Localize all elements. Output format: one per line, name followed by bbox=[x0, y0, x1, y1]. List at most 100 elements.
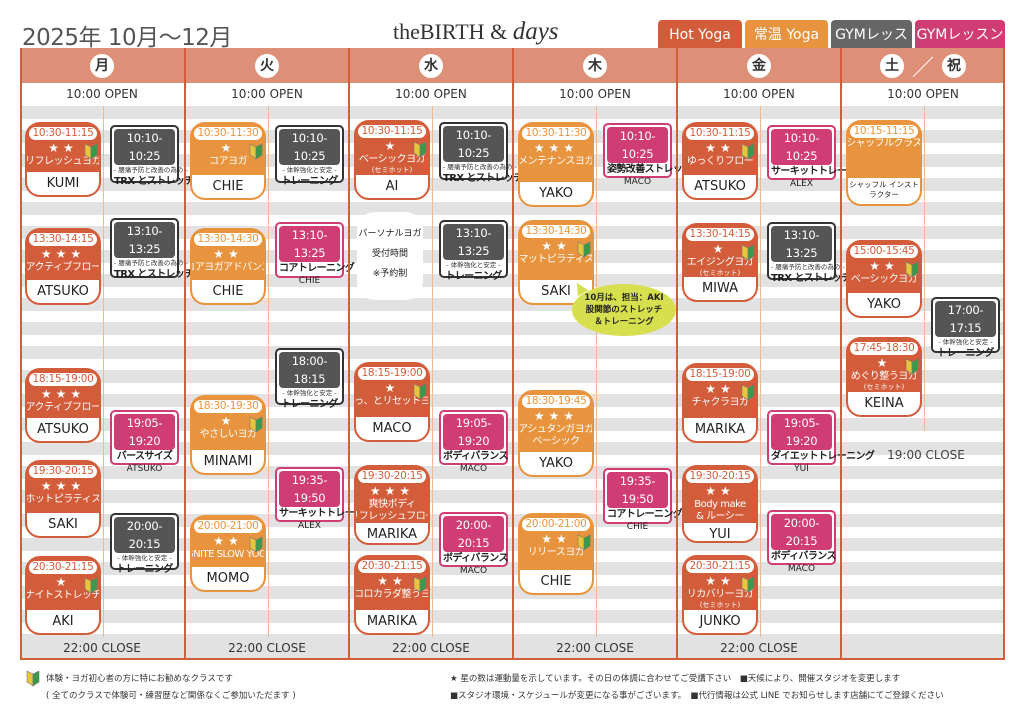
instructor-name: YAKO bbox=[848, 293, 920, 316]
personal-line: ※予約制 bbox=[372, 269, 408, 279]
class-name: コアヨガ bbox=[209, 156, 248, 167]
class-card[interactable]: 10:30-11:15 ★★ リフレッシュヨガ KUMI bbox=[25, 122, 101, 197]
class-name: ナイトストレッチ bbox=[25, 590, 101, 601]
instructor-name: ATSUKO bbox=[27, 418, 99, 441]
class-card[interactable]: 20:30-21:15★★ココロカラダ整うヨガMARIKA bbox=[354, 555, 430, 635]
beginner-icon bbox=[249, 143, 263, 160]
gym-title: TRX とストレッチ bbox=[114, 176, 194, 187]
class-card[interactable]: 13:30-14:15 ★ エイジングヨガ (セミホット) MIWA bbox=[682, 223, 758, 302]
class-card[interactable]: 20:30-21:15 ★★ リカバリーヨガ (セミホット) JUNKO bbox=[682, 555, 758, 635]
class-card-top: 18:30-19:30 ★ やさしいヨガ bbox=[192, 397, 264, 450]
beginner-icon bbox=[26, 670, 40, 691]
difficulty-stars: ★ bbox=[384, 381, 400, 395]
gym-instructor: ATSUKO bbox=[126, 464, 163, 474]
class-card[interactable]: 20:00-21:00★★IGNITE SLOW YOGAMOMO bbox=[190, 515, 266, 592]
gym-card[interactable]: 20:00-20:15- 体幹強化と安定 - トレーニング bbox=[110, 513, 179, 575]
class-time: 18:15-19:00 bbox=[686, 368, 754, 381]
class-card[interactable]: 19:30-20:15 ★★★ ホットピラティス SAKI bbox=[25, 460, 101, 538]
class-card-top: 18:15-19:00 ★★★ アクティブフロー bbox=[27, 370, 99, 418]
class-card[interactable]: 13:30-14:30★★コアヨガアドバンスCHIE bbox=[190, 228, 266, 305]
gym-card[interactable]: 10:10-10:25 姿勢改善ストレッチ MACO bbox=[603, 123, 692, 187]
instructor-name: シャッフル インストラクター bbox=[848, 178, 920, 204]
gym-card[interactable]: 10:10-10:25 サーキットトレーニング ALEX bbox=[767, 125, 875, 189]
instructor-name: SAKI bbox=[520, 280, 592, 303]
gym-time: 18:00-18:15 bbox=[279, 352, 340, 388]
gym-card[interactable]: 17:00-17:15- 体幹強化と安定 - トレーニング bbox=[931, 297, 1000, 359]
gym-card[interactable]: 18:00-18:15- 体幹強化と安定 - トレーニング bbox=[275, 348, 344, 410]
class-card-top: 13:30-14:15 ★★★ アクティブフロー bbox=[27, 230, 99, 280]
gym-card[interactable]: 10:10-10:25- 体幹強化と安定 - トレーニング bbox=[275, 125, 344, 187]
difficulty-stars: ★★ bbox=[705, 382, 735, 396]
class-card[interactable]: 19:30-20:15 ★★ Body make & ルーシー YUI bbox=[682, 465, 758, 543]
class-card[interactable]: 13:30-14:30 ★★ マットピラティス SAKI bbox=[518, 220, 594, 305]
instructor-name: ATSUKO bbox=[684, 175, 756, 198]
class-card[interactable]: 10:15-11:15 シャッフルクラス シャッフル インストラクター bbox=[846, 120, 922, 206]
gym-card[interactable]: 19:05-19:20 バースサイズ ATSUKO bbox=[110, 410, 179, 474]
class-time: 18:30-19:30 bbox=[194, 400, 262, 413]
class-name: やさしいヨガ bbox=[199, 429, 258, 440]
class-time: 19:30-20:15 bbox=[358, 470, 426, 483]
class-name: ほっ、とリセットヨガ bbox=[354, 396, 430, 407]
class-card[interactable]: 18:15-19:00★ほっ、とリセットヨガMACO bbox=[354, 362, 430, 442]
class-card[interactable]: 20:30-21:15 ★ ナイトストレッチ AKI bbox=[25, 556, 101, 635]
column-divider bbox=[348, 48, 350, 660]
day-header-3: 木 bbox=[513, 48, 677, 83]
gym-card[interactable]: 19:35-19:50 サーキットトレーニング ALEX bbox=[275, 467, 383, 531]
class-card-top: 20:00-21:00★★IGNITE SLOW YOGA bbox=[192, 517, 264, 567]
class-card[interactable]: 10:30-11:30 ★★★ メンテナンスヨガ YAKO bbox=[518, 122, 594, 207]
gym-card[interactable]: 10:10-10:25- 腰痛予防と改善の為の - TRX とストレッチ bbox=[110, 125, 194, 187]
class-card-top: 13:30-14:30 ★★ マットピラティス bbox=[520, 222, 592, 280]
open-time: 10:00 OPEN bbox=[887, 87, 959, 101]
gym-time: 10:10-10:25 bbox=[607, 127, 668, 163]
instructor-name: MINAMI bbox=[192, 450, 264, 473]
gym-caption: - 体幹強化と安定 - bbox=[117, 554, 172, 562]
class-time: 20:00-21:00 bbox=[194, 520, 262, 533]
class-card-top: 18:15-19:00 ★★ チャクラヨガ bbox=[684, 365, 756, 418]
class-time: 20:00-21:00 bbox=[522, 518, 590, 531]
beginner-icon bbox=[249, 536, 263, 553]
gym-card[interactable]: 13:10-13:25- 体幹強化と安定 - トレーニング bbox=[439, 220, 508, 282]
class-subtitle: (セミホット) bbox=[371, 166, 413, 174]
close-time: 22:00 CLOSE bbox=[63, 641, 141, 655]
instructor-name: SAKI bbox=[27, 513, 99, 536]
class-name-2: & ルーシー bbox=[696, 511, 744, 522]
gym-card[interactable]: 13:10-13:25- 腰痛予防と改善の為の - TRX とストレッチ bbox=[110, 218, 194, 280]
class-card[interactable]: 20:00-21:00 ★★ リリースヨガ CHIE bbox=[518, 513, 594, 595]
class-card[interactable]: 13:30-14:15 ★★★ アクティブフロー ATSUKO bbox=[25, 228, 101, 305]
class-card-top: 17:45-18:30 ★ めぐり整うヨガ (セミホット) bbox=[848, 339, 920, 392]
instructor-name: MARIKA bbox=[356, 523, 428, 543]
gym-time: 19:35-19:50 bbox=[607, 472, 668, 508]
subcolumn-divider bbox=[432, 106, 433, 637]
instructor-name: CHIE bbox=[192, 175, 264, 198]
class-card[interactable]: 18:15-19:00 ★★★ アクティブフロー ATSUKO bbox=[25, 368, 101, 443]
column-divider bbox=[184, 48, 186, 660]
personal-line: 受付時間 bbox=[371, 249, 408, 259]
class-card[interactable]: 10:30-11:30 ★ コアヨガ CHIE bbox=[190, 122, 266, 200]
gym-card[interactable]: 20:00-20:15 ボディバランス MACO bbox=[767, 510, 837, 574]
difficulty-stars: ★★★ bbox=[40, 479, 86, 493]
gym-title: ボディバランス bbox=[771, 551, 837, 562]
gym-card[interactable]: 13:10-13:25- 腰痛予防と改善の為の - TRX とストレッチ bbox=[767, 222, 851, 284]
class-card[interactable]: 10:30-11:15 ★ ベーシックヨガ (セミホット) AI bbox=[354, 120, 430, 200]
gym-card[interactable]: 20:00-20:15 ボディバランス MACO bbox=[439, 512, 509, 576]
gym-card[interactable]: 13:10-13:25 コアトレーニング CHIE bbox=[275, 222, 355, 286]
class-card[interactable]: 18:30-19:30 ★ やさしいヨガ MINAMI bbox=[190, 395, 266, 475]
gym-caption: - 体幹強化と安定 - bbox=[938, 338, 993, 346]
gym-title: TRX とストレッチ bbox=[114, 269, 194, 280]
gym-card[interactable]: 19:05-19:20 ボディバランス MACO bbox=[439, 410, 509, 474]
difficulty-stars: ★★ bbox=[213, 534, 243, 548]
class-card[interactable]: 10:30-11:15 ★★ ゆっくりフロー ATSUKO bbox=[682, 122, 758, 200]
difficulty-stars: ★★ bbox=[377, 574, 407, 588]
class-card[interactable]: 19:30-20:15★★★爽快ボディリフレッシュフローMARIKA bbox=[354, 465, 430, 545]
subcolumn-divider bbox=[268, 106, 269, 637]
gym-time: 19:05-19:20 bbox=[114, 414, 175, 450]
class-card[interactable]: 18:30-19:45 ★★★ アシュタンガヨガ ベーシック YAKO bbox=[518, 390, 594, 477]
gym-card[interactable]: 19:35-19:50 コアトレーニング CHIE bbox=[603, 468, 683, 532]
gym-card[interactable]: 10:10-10:25- 腰痛予防と改善の為の - TRX とストレッチ bbox=[439, 122, 523, 184]
class-card-top: 20:30-21:15★★ココロカラダ整うヨガ bbox=[356, 557, 428, 610]
class-card[interactable]: 17:45-18:30 ★ めぐり整うヨガ (セミホット) KEINA bbox=[846, 337, 922, 417]
class-card[interactable]: 18:15-19:00 ★★ チャクラヨガ MARIKA bbox=[682, 363, 758, 443]
class-time: 18:15-19:00 bbox=[358, 367, 426, 380]
class-card[interactable]: 15:00-15:45 ★★ ベーシックヨガ YAKO bbox=[846, 240, 922, 318]
gym-card[interactable]: 19:05-19:20 ダイエットトレーニング YUI bbox=[767, 410, 875, 474]
